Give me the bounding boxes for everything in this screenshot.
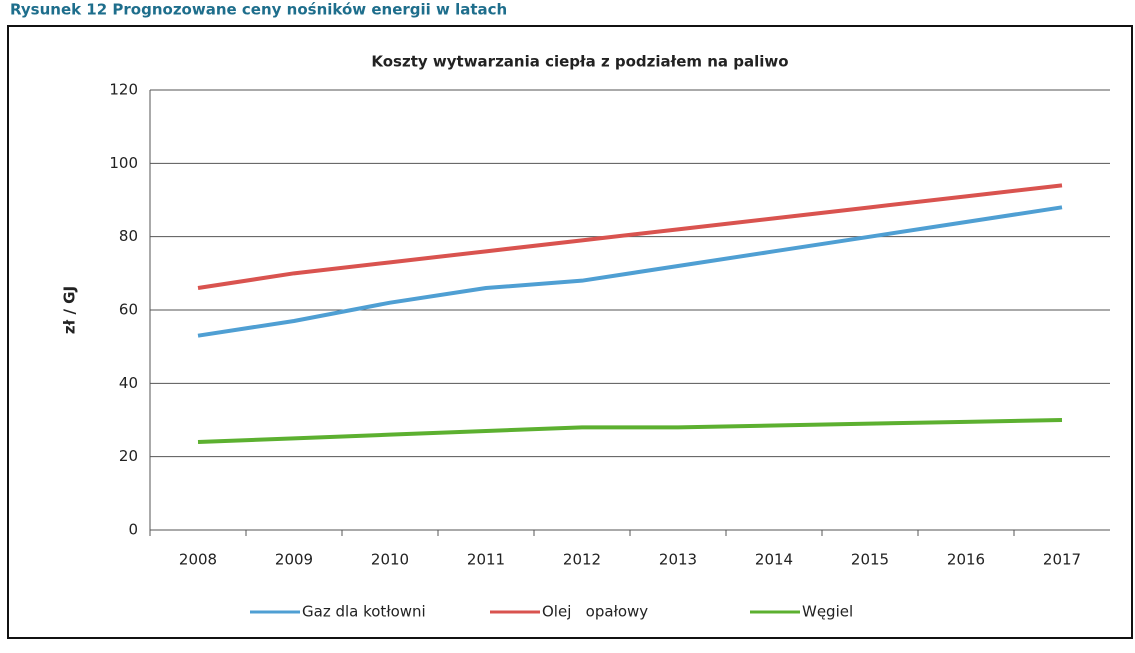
y-axis-label: zł / GJ	[61, 286, 79, 334]
y-tick-label: 80	[119, 227, 138, 245]
x-tick-label: 2014	[755, 551, 793, 569]
y-tick-label: 100	[109, 154, 138, 172]
legend-label: Węgiel	[802, 603, 853, 621]
legend-label: Olej opałowy	[542, 603, 648, 621]
x-tick-label: 2010	[371, 551, 409, 569]
y-tick-label: 40	[119, 374, 138, 392]
y-tick-label: 20	[119, 447, 138, 465]
x-tick-label: 2013	[659, 551, 697, 569]
x-tick-label: 2011	[467, 551, 505, 569]
x-tick-label: 2017	[1043, 551, 1081, 569]
x-tick-label: 2015	[851, 551, 889, 569]
x-tick-label: 2016	[947, 551, 985, 569]
x-tick-label: 2008	[179, 551, 217, 569]
x-tick-label: 2012	[563, 551, 601, 569]
series-line	[197, 183, 1063, 290]
chart-title: Koszty wytwarzania ciepła z podziałem na…	[371, 53, 788, 71]
caption: Rysunek 12 Prognozowane ceny nośników en…	[10, 1, 507, 19]
x-tick-label: 2009	[275, 551, 313, 569]
y-tick-label: 120	[109, 81, 138, 99]
series-line	[197, 205, 1063, 338]
y-tick-label: 60	[119, 301, 138, 319]
legend-label: Gaz dla kotłowni	[302, 603, 426, 621]
chart-frame	[7, 25, 1133, 639]
series-line	[197, 418, 1063, 444]
y-tick-label: 0	[128, 521, 138, 539]
